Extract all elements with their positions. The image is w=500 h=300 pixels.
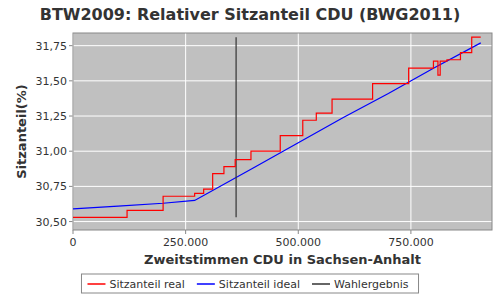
tick-label: 31,25 bbox=[36, 110, 68, 123]
legend-label: Sitzanteil ideal bbox=[219, 278, 300, 291]
tick-label: 31,50 bbox=[36, 75, 68, 88]
tick-label: 0 bbox=[70, 236, 77, 249]
tick bbox=[73, 230, 74, 234]
grid-line bbox=[73, 80, 492, 81]
x-axis-label: Zweitstimmen CDU in Sachsen-Anhalt bbox=[144, 252, 421, 267]
y-axis-label: Sitzanteil(%) bbox=[14, 84, 29, 178]
tick-label: 31,00 bbox=[36, 145, 68, 158]
series-group bbox=[73, 37, 481, 217]
tick-label: 500.000 bbox=[276, 236, 322, 249]
tick-label: 30,50 bbox=[36, 216, 68, 229]
tick bbox=[410, 230, 411, 234]
plot-area bbox=[73, 33, 492, 230]
tick bbox=[298, 230, 299, 234]
tick-label: 30,75 bbox=[36, 180, 68, 193]
tick bbox=[69, 80, 73, 81]
tick bbox=[69, 45, 73, 46]
title: BTW2009: Relativer Sitzanteil CDU (BWG20… bbox=[40, 5, 461, 24]
legend: Sitzanteil real Sitzanteil ideal Wahlergeb… bbox=[81, 274, 418, 293]
legend-swatch bbox=[87, 283, 105, 285]
tick-label: 31,75 bbox=[36, 40, 68, 53]
tick bbox=[69, 116, 73, 117]
tick-label: 750.000 bbox=[388, 236, 434, 249]
chart: BTW2009: Relativer Sitzanteil CDU (BWG20… bbox=[0, 0, 500, 300]
grid-line bbox=[298, 33, 299, 230]
series-line bbox=[235, 37, 236, 217]
tick-label: 250.000 bbox=[163, 236, 209, 249]
grid-line bbox=[73, 221, 492, 222]
tick bbox=[69, 151, 73, 152]
series-line bbox=[73, 37, 481, 217]
legend-swatch bbox=[312, 283, 330, 285]
grid-line bbox=[73, 186, 492, 187]
legend-swatch bbox=[197, 283, 215, 285]
grid-line bbox=[185, 33, 186, 230]
grid-line bbox=[73, 45, 492, 46]
tick bbox=[69, 221, 73, 222]
grid-line bbox=[410, 33, 411, 230]
legend-box bbox=[81, 274, 418, 293]
plot-frame bbox=[73, 33, 492, 230]
grid-line bbox=[73, 116, 492, 117]
tick bbox=[69, 186, 73, 187]
legend-label: Wahlergebnis bbox=[334, 278, 409, 291]
legend-label: Sitzanteil real bbox=[109, 278, 184, 291]
tick bbox=[185, 230, 186, 234]
